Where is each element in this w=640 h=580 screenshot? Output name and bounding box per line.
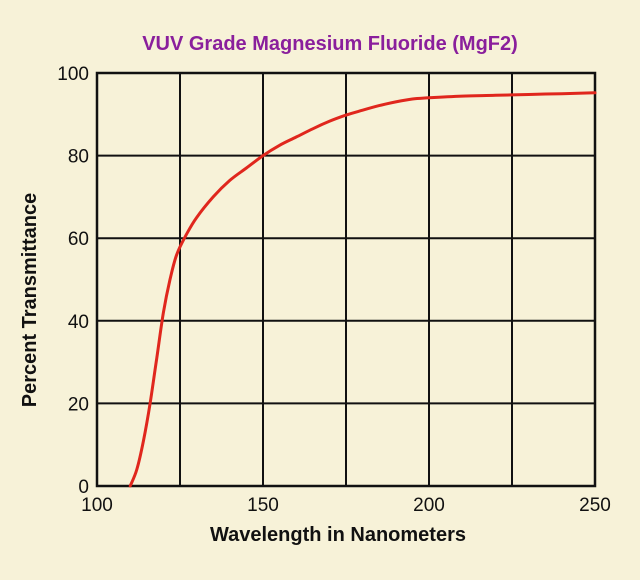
y-tick-label: 40 — [68, 312, 89, 333]
chart-title: VUV Grade Magnesium Fluoride (MgF2) — [142, 33, 518, 55]
y-tick-label: 20 — [68, 394, 89, 415]
plot-border — [95, 71, 597, 488]
y-tick-label: 0 — [78, 477, 89, 498]
x-axis-label: Wavelength in Nanometers — [210, 524, 466, 546]
x-tick-label: 250 — [579, 495, 611, 516]
y-tick-label: 80 — [68, 147, 89, 168]
x-tick-label: 200 — [413, 495, 445, 516]
y-axis-ticks: 0 20 40 60 80 100 — [57, 64, 89, 498]
grid — [97, 73, 595, 486]
y-tick-label: 60 — [68, 229, 89, 250]
x-axis-ticks: 100 150 200 250 — [81, 495, 611, 516]
plot-frame — [95, 71, 597, 488]
x-tick-label: 100 — [81, 495, 113, 516]
transmittance-curve-0 — [128, 91, 597, 488]
series-group — [128, 91, 597, 488]
y-axis-label: Percent Transmittance — [19, 193, 41, 408]
x-tick-label: 150 — [247, 495, 279, 516]
y-tick-label: 100 — [57, 64, 89, 85]
